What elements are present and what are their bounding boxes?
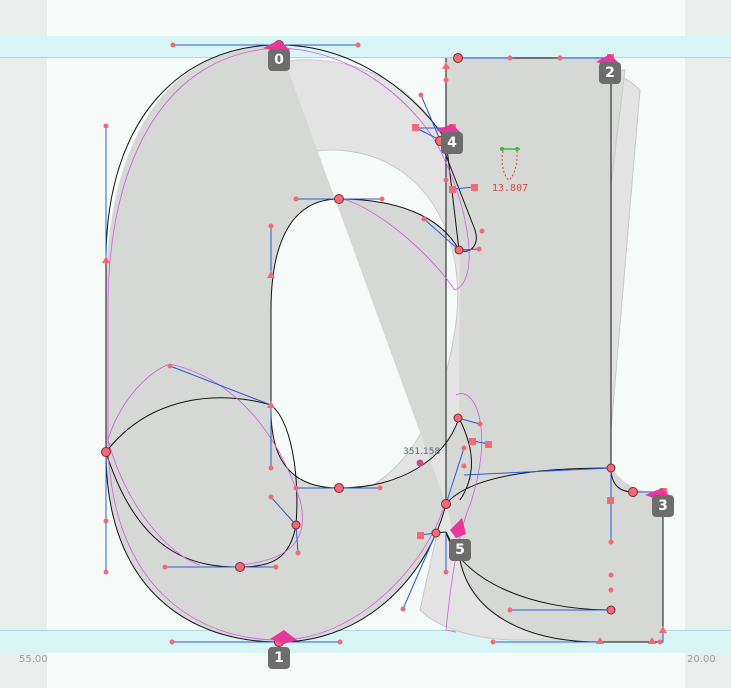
coordinate-readout: 351.158	[403, 447, 441, 457]
contour-start-badge-3[interactable]: 3	[652, 495, 674, 517]
top-alignment-zone	[0, 36, 731, 58]
right-sidebearing-area	[685, 0, 731, 688]
glyph-body	[105, 45, 663, 642]
right-sidebearing-value: 20.00	[687, 654, 716, 665]
contour-start-badge-1[interactable]: 1	[268, 647, 290, 669]
left-sidebearing-value: 55.00	[19, 654, 48, 665]
selected-anchor-point[interactable]	[416, 459, 424, 467]
contour-start-badge-5[interactable]: 5	[449, 539, 471, 561]
contour-start-badge-0[interactable]: 0	[268, 49, 290, 71]
bezier-handles[interactable]	[105, 44, 665, 643]
tangent-nodes[interactable]	[102, 62, 667, 644]
measurement-value: 13.807	[492, 183, 529, 194]
left-sidebearing-area	[0, 0, 47, 688]
contour-start-badge-2[interactable]: 2	[599, 62, 621, 84]
measurement-tool[interactable]	[500, 147, 520, 181]
contour-start-badge-4[interactable]: 4	[441, 132, 463, 154]
